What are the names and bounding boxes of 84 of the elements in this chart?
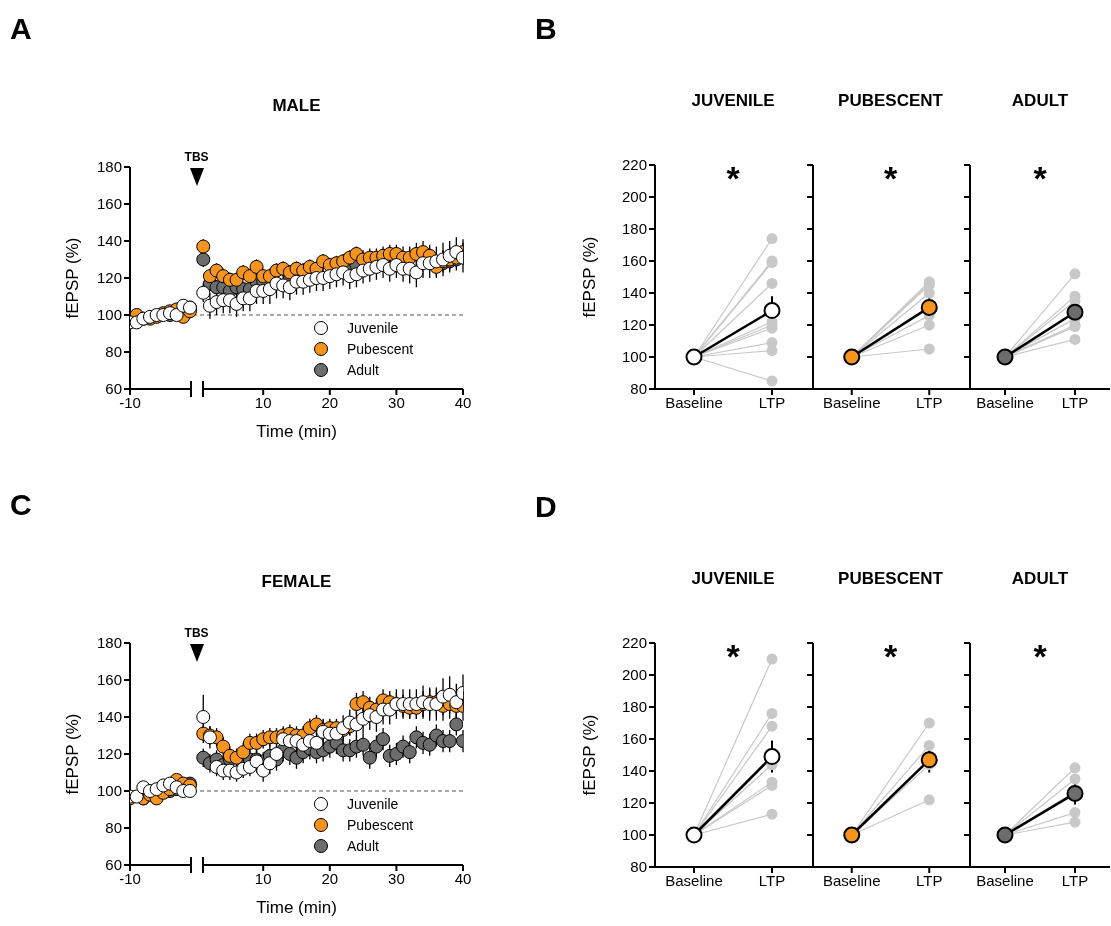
annotation: * (882, 159, 899, 197)
y-tick-label: 180 (96, 634, 122, 652)
x-tick-label: LTP (758, 871, 786, 889)
y-tick-label: 80 (630, 380, 647, 398)
y-tick-label: 180 (621, 220, 647, 238)
chart-title: JUVENILE (691, 569, 775, 588)
y-tick-label: 60 (105, 856, 122, 874)
x-tick-label: LTP (758, 393, 786, 411)
annotation: * (1032, 637, 1048, 675)
x-tick-label: 30 (388, 869, 405, 887)
legend-label: Juvenile (347, 795, 399, 812)
chart-title: PUBESCENT (837, 569, 944, 589)
legend-label: Pubescent (347, 340, 414, 357)
y-tick-label: 140 (96, 232, 122, 250)
y-tick-label: 180 (621, 698, 647, 716)
chart-title: MALE (271, 96, 322, 116)
x-tick-label: Baseline (976, 871, 1034, 889)
x-tick-label: LTP (1061, 871, 1089, 889)
chart-title: PUBESCENT (837, 91, 944, 111)
y-tick-label: 160 (621, 730, 647, 748)
annotation: * (725, 159, 741, 197)
y-axis-title: fEPSP (%) (63, 237, 83, 319)
y-tick-label: 120 (96, 745, 122, 763)
x-tick-label: LTP (916, 871, 943, 889)
x-tick-label: 10 (254, 393, 272, 411)
y-tick-label: 160 (96, 195, 122, 213)
x-tick-label: Baseline (822, 871, 881, 889)
x-tick-label: Baseline (665, 393, 723, 411)
legend-label: Adult (347, 837, 379, 854)
x-tick-label: Baseline (822, 393, 881, 411)
y-tick-label: 200 (621, 666, 647, 684)
x-tick-label: 10 (254, 869, 272, 887)
x-tick-label: LTP (916, 393, 943, 411)
y-tick-label: 180 (96, 158, 122, 176)
annotation: * (882, 637, 899, 675)
text: TBS (183, 150, 210, 164)
y-tick-label: 100 (621, 826, 647, 844)
y-tick-label: 120 (96, 269, 122, 287)
text: TBS (183, 626, 210, 640)
legend-label: Juvenile (347, 319, 399, 336)
chart-title: FEMALE (260, 572, 333, 592)
y-axis-title: fEPSP (%) (580, 236, 600, 318)
x-tick-label: LTP (1061, 393, 1089, 411)
text: B (535, 12, 557, 46)
x-tick-label: 20 (321, 869, 339, 887)
x-tick-label: 40 (454, 869, 472, 887)
legend-label: Adult (347, 361, 379, 378)
text: A (10, 12, 32, 46)
y-axis-title: fEPSP (%) (580, 714, 600, 796)
chart-title: ADULT (1011, 569, 1069, 588)
y-tick-label: 80 (105, 343, 122, 361)
annotation: * (1032, 159, 1048, 197)
text: D (535, 490, 557, 524)
y-tick-label: 80 (105, 819, 122, 837)
x-tick-label: -10 (119, 393, 141, 411)
x-tick-label: 40 (454, 393, 472, 411)
y-tick-label: 120 (621, 794, 647, 812)
x-tick-label: 30 (388, 393, 405, 411)
y-tick-label: 160 (96, 671, 122, 689)
y-tick-label: 160 (621, 252, 647, 270)
x-tick-label: Baseline (976, 393, 1034, 411)
y-axis-title: fEPSP (%) (63, 713, 83, 795)
y-tick-label: 140 (621, 762, 647, 780)
y-tick-label: 220 (621, 634, 647, 652)
x-axis-title: Time (min) (256, 422, 337, 442)
y-tick-label: 100 (96, 306, 122, 324)
y-tick-label: 220 (621, 156, 647, 174)
chart-title: ADULT (1011, 91, 1069, 110)
y-tick-label: 80 (630, 858, 647, 876)
y-tick-label: 140 (621, 284, 647, 302)
chart-title: JUVENILE (691, 91, 775, 110)
x-tick-label: 20 (321, 393, 339, 411)
legend-label: Pubescent (347, 816, 414, 833)
x-tick-label: -10 (119, 869, 141, 887)
y-tick-label: 140 (96, 708, 122, 726)
x-tick-label: Baseline (665, 871, 723, 889)
y-tick-label: 100 (96, 782, 122, 800)
x-axis-title: Time (min) (256, 898, 337, 918)
annotation: * (725, 637, 741, 675)
y-tick-label: 60 (105, 380, 122, 398)
y-tick-label: 120 (621, 316, 647, 334)
y-tick-label: 100 (621, 348, 647, 366)
y-tick-label: 200 (621, 188, 647, 206)
text: C (10, 488, 32, 522)
